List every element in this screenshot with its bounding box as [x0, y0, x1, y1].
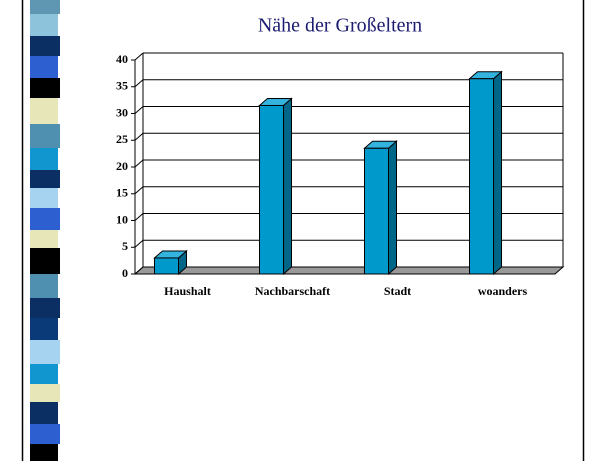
strip-block [30, 318, 58, 340]
strip-block [30, 98, 58, 124]
strip-block [30, 340, 60, 364]
x-tick-label: woanders [478, 284, 528, 298]
strip-block [30, 248, 60, 274]
strip-block [30, 0, 60, 14]
strip-block [30, 298, 60, 318]
strip-block [30, 364, 58, 384]
strip-block [30, 148, 58, 170]
y-tick-label: 10 [116, 212, 128, 226]
strip-block [30, 402, 58, 424]
background [0, 0, 609, 461]
bar-side [494, 72, 502, 274]
y-tick-label: 40 [116, 52, 128, 66]
y-tick-label: 25 [116, 132, 128, 146]
x-tick-label: Nachbarschaft [255, 284, 330, 298]
strip-block [30, 78, 60, 98]
decor-strip [30, 0, 60, 461]
bar-side [389, 141, 397, 274]
chart-title: Nähe der Großeltern [258, 15, 422, 37]
strip-block [30, 208, 60, 230]
y-tick-label: 20 [116, 159, 128, 173]
y-tick-label: 5 [122, 239, 128, 253]
strip-block [30, 424, 60, 444]
bar-side [284, 98, 292, 274]
x-tick-label: Stadt [384, 284, 411, 298]
strip-block [30, 188, 58, 208]
bar [365, 148, 389, 274]
strip-block [30, 14, 58, 36]
strip-block [30, 444, 58, 461]
strip-block [30, 230, 58, 248]
bar [155, 258, 179, 274]
y-tick-label: 30 [116, 105, 128, 119]
strip-block [30, 384, 60, 402]
y-tick-label: 15 [116, 186, 128, 200]
strip-block [30, 36, 60, 56]
strip-block [30, 124, 60, 148]
strip-block [30, 274, 58, 298]
slide: Nähe der Großeltern 0 5 10 15 20 25 30 35 40 Haus… [0, 0, 609, 461]
strip-block [30, 170, 60, 188]
bar [260, 105, 284, 274]
x-tick-label: Haushalt [164, 284, 211, 298]
y-tick-label: 0 [122, 266, 128, 280]
bar [470, 79, 494, 274]
strip-block [30, 56, 58, 78]
y-tick-label: 35 [116, 79, 128, 93]
